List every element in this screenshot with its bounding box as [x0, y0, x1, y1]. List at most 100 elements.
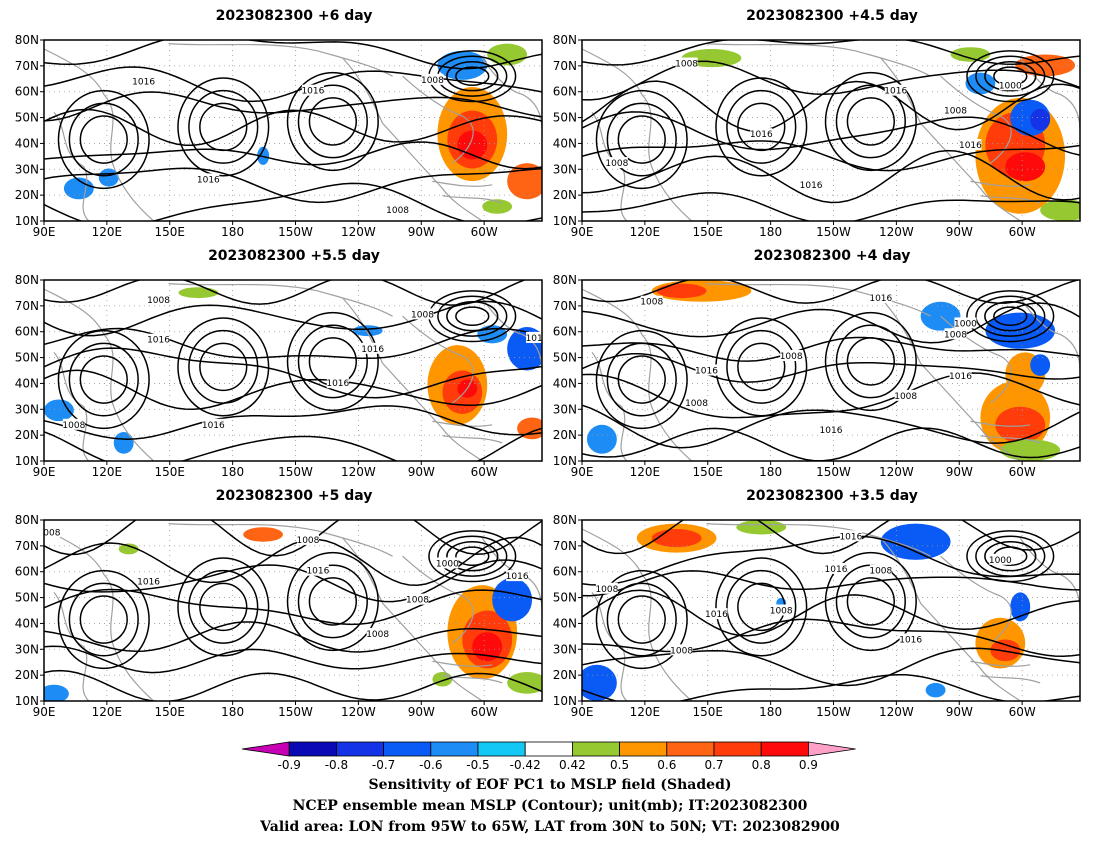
contour-label: 1008 — [685, 399, 708, 409]
y-tick-label: 20N — [15, 668, 39, 682]
x-tick-label: 120W — [879, 465, 914, 479]
contour-label: 1008 — [411, 310, 434, 320]
y-tick-label: 40N — [15, 136, 39, 150]
contour-label-bg — [695, 364, 718, 376]
y-tick-label: 10N — [15, 454, 39, 468]
x-tick-label: 60W — [471, 225, 498, 239]
contour-label-bg — [197, 173, 220, 185]
contour-label-bg — [705, 608, 728, 620]
contour-label: 1008 — [147, 296, 170, 306]
contour-label: 1008 — [944, 107, 967, 117]
coastline — [402, 315, 474, 404]
mslp-contour — [44, 369, 542, 411]
mslp-contour — [582, 302, 1080, 344]
contour-label: 1016 — [884, 87, 907, 97]
mslp-contour-closed — [57, 329, 150, 430]
sensitivity-shade — [1030, 354, 1051, 376]
contour-label-bg — [884, 84, 907, 96]
y-tick-label: 40N — [553, 136, 577, 150]
mslp-contour-closed — [595, 569, 688, 670]
contour-label: 1016 — [137, 578, 160, 588]
caption-line-2: NCEP ensemble mean MSLP (Contour); unit(… — [292, 798, 808, 814]
sensitivity-shade — [586, 424, 617, 454]
contour-label: 1016 — [899, 635, 922, 645]
contour-label-bg — [770, 604, 793, 616]
colorbar-box — [666, 741, 715, 757]
coastline — [44, 528, 155, 701]
y-tick-label: 80N — [553, 513, 577, 527]
contour-label: 1016 — [800, 181, 823, 191]
x-tick-label: 120W — [341, 225, 376, 239]
coastline — [582, 528, 693, 701]
contour-label: 1008 — [770, 607, 793, 617]
contour-label: 1008 — [780, 352, 803, 362]
contour-label: 1016 — [695, 367, 718, 377]
x-tick-label: 90W — [946, 705, 973, 719]
contour-label-bg — [869, 292, 892, 304]
mslp-contour-closed — [199, 342, 248, 392]
panel-title: 2023082300 +4.5 day — [746, 8, 918, 24]
mslp-contour-closed — [715, 77, 808, 177]
x-tick-label: 90W — [408, 225, 435, 239]
sensitivity-shade — [113, 432, 134, 454]
colorbar-tick-label: 0.5 — [610, 758, 629, 772]
coastline — [432, 660, 503, 684]
mslp-contour-closed — [199, 102, 248, 152]
sensitivity-shade — [1040, 199, 1080, 221]
contour-label-bg — [406, 593, 429, 605]
x-tick-label: 150E — [693, 465, 724, 479]
x-tick-label: 150W — [816, 225, 851, 239]
coastline — [168, 523, 393, 557]
y-tick-label: 50N — [15, 351, 39, 365]
x-tick-label: 90E — [571, 705, 594, 719]
contour-label-bg — [361, 342, 384, 354]
contour-label-bg — [62, 418, 85, 430]
coastline — [706, 43, 931, 77]
mslp-contour — [44, 182, 542, 221]
contour-label: 1000 — [954, 319, 977, 329]
y-tick-label: 30N — [15, 642, 39, 656]
sensitivity-shade — [492, 577, 533, 622]
contour-label: 1008 — [38, 529, 61, 539]
y-tick-label: 80N — [15, 513, 39, 527]
colorbar-box — [760, 741, 809, 757]
contour-label: 1008 — [670, 646, 693, 656]
mslp-contour-closed — [199, 582, 248, 632]
x-tick-label: 90W — [408, 705, 435, 719]
contour-label-bg — [959, 138, 982, 150]
sensitivity-shade — [437, 50, 488, 80]
coastline — [940, 75, 1012, 164]
y-tick-label: 50N — [15, 111, 39, 125]
coastline — [342, 537, 483, 701]
contour-label-bg — [989, 553, 1012, 565]
mslp-contour-low — [455, 66, 490, 86]
mslp-contour-closed — [177, 77, 270, 177]
mslp-contour — [582, 618, 1080, 657]
x-tick-label: 60W — [471, 465, 498, 479]
contour-label-bg — [824, 562, 847, 574]
y-tick-label: 70N — [553, 299, 577, 313]
panel-frame — [581, 519, 1081, 702]
contour-label-bg — [839, 530, 862, 542]
mslp-contour — [44, 405, 542, 440]
colorbar-box — [288, 741, 337, 757]
coastline — [53, 352, 90, 461]
y-tick-label: 60N — [553, 85, 577, 99]
colorbar-tick-label: -0.6 — [419, 758, 442, 772]
contour-label-bg — [202, 418, 225, 430]
mslp-contour — [44, 40, 542, 70]
y-tick-label: 80N — [15, 33, 39, 47]
y-tick-label: 20N — [553, 428, 577, 442]
mslp-contour-closed — [286, 551, 379, 652]
sensitivity-shade — [243, 527, 284, 542]
x-tick-label: 150W — [278, 225, 313, 239]
y-tick-label: 20N — [15, 188, 39, 202]
contour-label-bg — [147, 293, 170, 305]
coastline — [481, 57, 542, 131]
x-tick-label: 90E — [33, 225, 56, 239]
colorbar-box — [524, 741, 573, 757]
contour-label-bg — [949, 369, 972, 381]
x-tick-label: 150W — [278, 465, 313, 479]
x-tick-label: 150E — [693, 705, 724, 719]
